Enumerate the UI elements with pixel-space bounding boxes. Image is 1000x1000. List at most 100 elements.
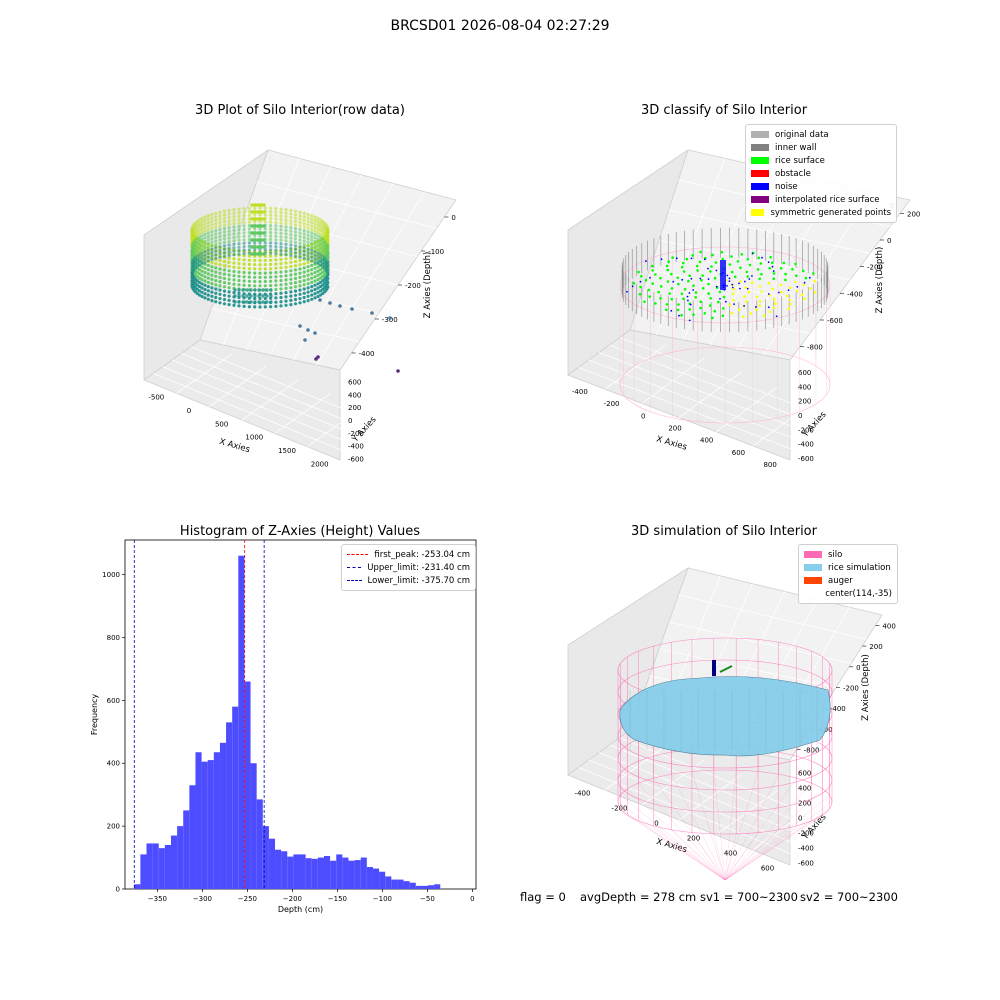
p3-y-tick-label: 400 (107, 760, 120, 768)
p1-point (274, 304, 278, 308)
p1-point (279, 291, 283, 295)
p1-point (232, 235, 236, 239)
p1-point (274, 262, 278, 266)
p3-legend-label: first_peak: -253.04 cm (374, 549, 470, 560)
p2-surface-point (800, 293, 804, 297)
p3-bar (305, 858, 312, 889)
p2-noise-point (739, 287, 741, 290)
p3-bar (348, 860, 355, 889)
p1-point (200, 220, 204, 224)
p1-point (253, 248, 257, 252)
p1-point (247, 220, 251, 224)
p3-y-tick-label: 600 (107, 697, 120, 705)
p3-x-tick-label: 0 (470, 895, 474, 903)
p1-point (326, 257, 330, 261)
p1-point (310, 276, 314, 280)
p2-noise-point (772, 270, 775, 272)
p1-point (247, 206, 251, 210)
p1-point (227, 256, 231, 260)
p3-legend-label: Lower_limit: -375.70 cm (367, 575, 470, 586)
p1-point (289, 290, 293, 294)
p1-point (210, 269, 214, 273)
p1-point (289, 229, 293, 233)
p2-noise-point (751, 275, 753, 277)
p3-bar (287, 856, 294, 889)
p1-point (269, 262, 273, 266)
p2-noise-point (703, 258, 706, 261)
p1-point (316, 290, 320, 294)
p1-point (284, 261, 288, 265)
p2-legend-label: interpolated rice surface (775, 194, 880, 205)
p4-z-tick-label: -400 (830, 705, 846, 713)
p1-point (298, 252, 302, 256)
p1-point (197, 256, 201, 260)
p3-bar (232, 706, 239, 889)
p1-point (233, 300, 237, 304)
p1-point (242, 275, 246, 279)
p4-legend-label: auger (828, 575, 853, 586)
p4-y-tick-label: -400 (798, 845, 814, 853)
p1-point (298, 210, 302, 214)
p1-point (218, 231, 222, 235)
p1-z-tick-label: 0 (451, 214, 455, 222)
p1-point (326, 254, 330, 258)
p2-surface-point (670, 287, 674, 290)
p4-rice-surface (619, 676, 831, 757)
p2-surface-point (713, 309, 717, 313)
p3-legend-line (347, 554, 369, 555)
p2-surface-point (657, 290, 660, 294)
p2-surface-point (701, 274, 704, 277)
p1-point (210, 212, 214, 216)
p1-point (313, 229, 317, 233)
p3-bar (385, 876, 392, 889)
p2-noise-point (687, 299, 689, 302)
p2-surface-point (718, 290, 722, 294)
p3-bar (226, 722, 233, 889)
p2-surface-point (758, 300, 762, 303)
p1-point (250, 210, 254, 214)
p3-bar (372, 868, 380, 889)
p2-z-tick-label: -600 (827, 317, 843, 325)
p1-point (284, 257, 288, 261)
p2-legend-label: symmetric generated points (770, 207, 891, 218)
p1-point (253, 288, 257, 292)
p1-point (306, 277, 310, 281)
p2-x-tick-label: -200 (604, 400, 620, 408)
p2-noise-point (771, 265, 774, 268)
p1-point (293, 244, 298, 248)
p2-surface-point (708, 304, 712, 307)
p1-point (302, 287, 306, 291)
p3-y-tick-label: 1000 (102, 571, 120, 579)
p1-point (274, 270, 278, 275)
p1-point (314, 357, 318, 361)
p1-point (289, 208, 293, 212)
p2-noise-point (744, 280, 746, 283)
p1-y-tick-label: -400 (348, 443, 364, 451)
p1-point (247, 262, 251, 266)
p1-point (313, 246, 317, 250)
p1-point (302, 246, 306, 250)
p3-bar (238, 555, 245, 889)
p1-point (319, 276, 323, 280)
p1-y-tick-label: 0 (348, 417, 352, 425)
p1-point (206, 252, 210, 256)
p1-point (200, 230, 204, 234)
p3-bar (158, 848, 165, 889)
p2-surface-point (659, 276, 662, 280)
p3-legend-line (347, 580, 362, 581)
p1-point (310, 234, 314, 239)
p2-noise-point (803, 281, 806, 284)
p2-legend-label: rice surface (775, 155, 825, 166)
p1-point (298, 263, 302, 267)
p1-point (218, 224, 222, 228)
p2-surface-point (749, 312, 753, 315)
p1-point (306, 226, 310, 230)
p1-point (203, 275, 207, 279)
footer-flag: flag = 0 (520, 890, 566, 904)
p1-point (222, 268, 227, 272)
p1-point (214, 291, 218, 295)
p1-point (258, 284, 262, 288)
panel1-title: 3D Plot of Silo Interior(row data) (195, 103, 405, 118)
p3-bar (336, 854, 343, 889)
p2-noise-point (751, 252, 754, 255)
